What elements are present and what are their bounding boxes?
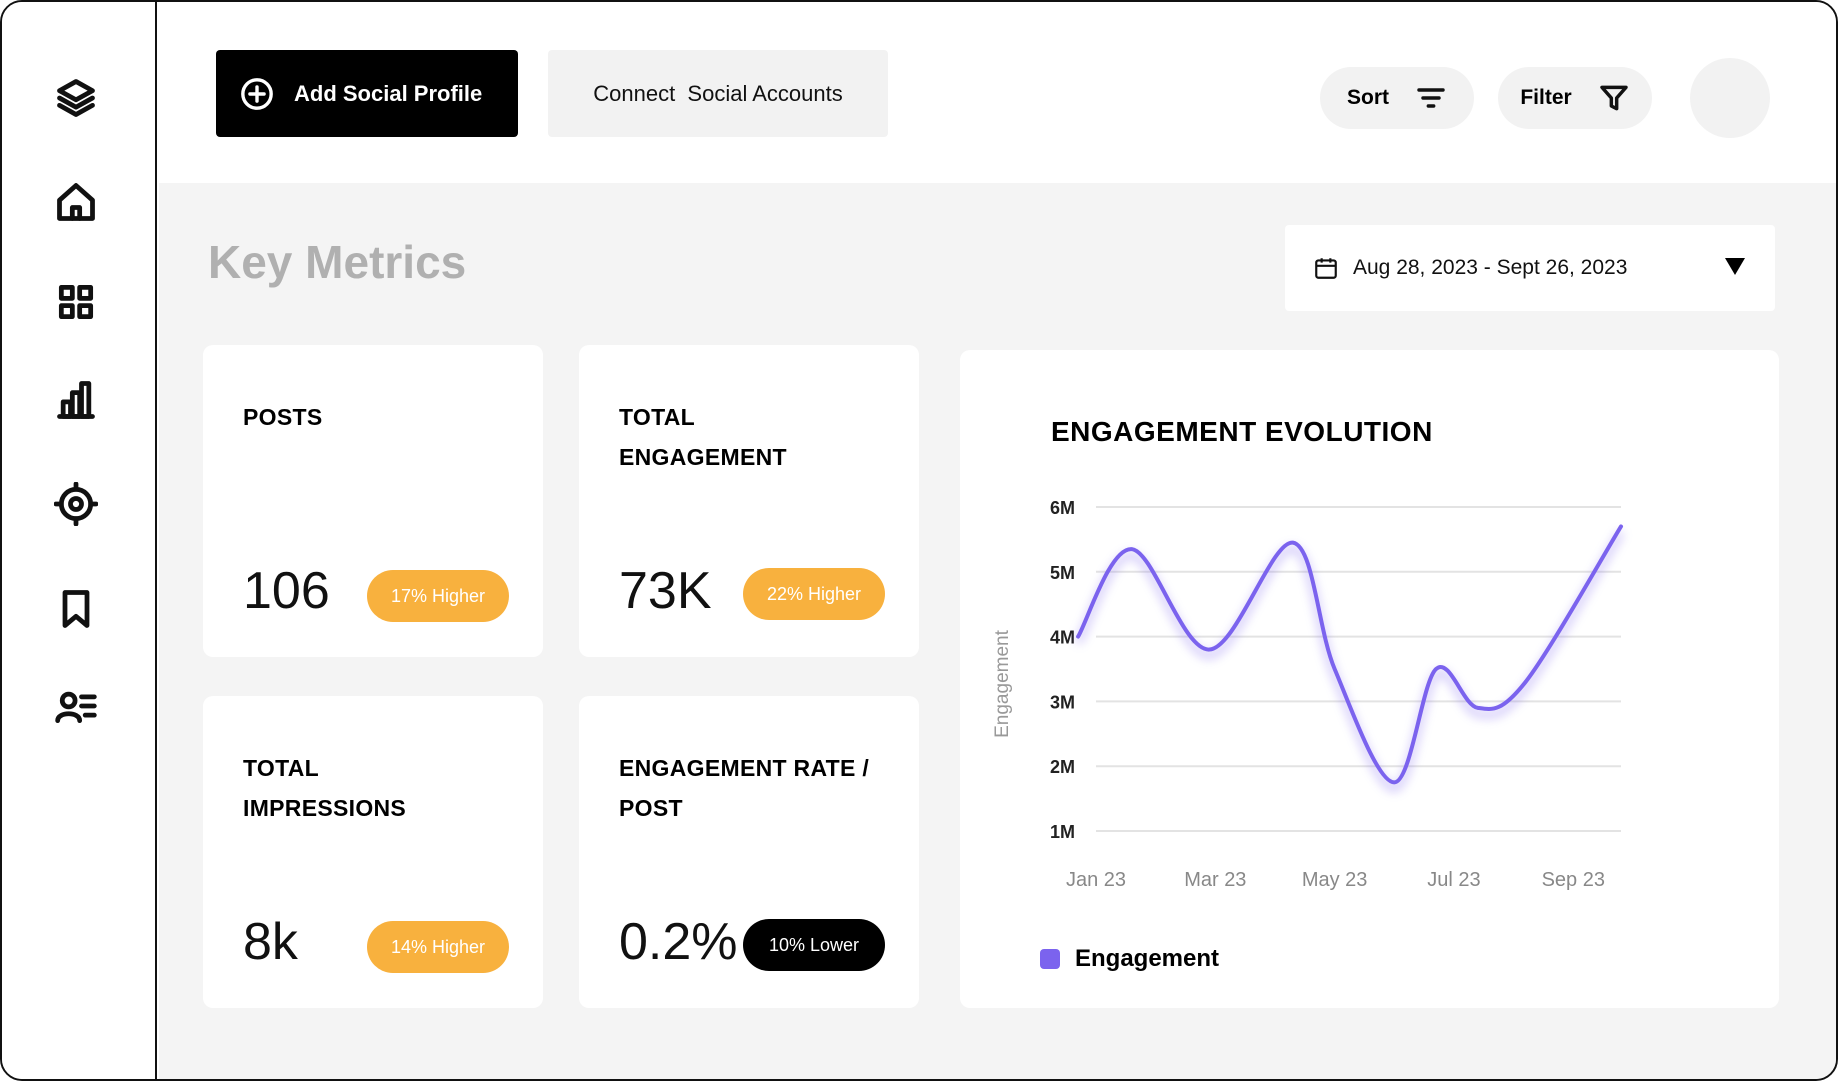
series-line-shadow bbox=[1075, 530, 1624, 792]
sort-label: Sort bbox=[1347, 86, 1389, 109]
calendar-icon bbox=[1313, 255, 1339, 281]
metric-card-posts: POSTS 106 17% Higher bbox=[203, 345, 543, 657]
chart-legend: Engagement bbox=[1040, 945, 1219, 973]
x-tick-label: Mar 23 bbox=[1184, 869, 1246, 891]
y-tick-label: 6M bbox=[1050, 498, 1075, 518]
y-tick-label: 2M bbox=[1050, 757, 1075, 777]
chart-title: ENGAGEMENT EVOLUTION bbox=[1051, 416, 1433, 447]
sort-icon bbox=[1417, 88, 1445, 108]
legend-swatch bbox=[1040, 949, 1060, 969]
page-title: Key Metrics bbox=[208, 236, 467, 288]
sort-button[interactable]: Sort bbox=[1320, 67, 1474, 129]
metric-card-total-engagement: TOTAL ENGAGEMENT 73K 22% Higher bbox=[579, 345, 919, 657]
connect-social-accounts-label: Connect Social Accounts bbox=[593, 80, 843, 106]
y-tick-label: 4M bbox=[1050, 628, 1075, 648]
metric-title: TOTAL IMPRESSIONS bbox=[243, 755, 407, 821]
y-tick-label: 5M bbox=[1050, 563, 1075, 583]
metric-value: 73K bbox=[619, 562, 712, 620]
date-range-text: Aug 28, 2023 - Sept 26, 2023 bbox=[1353, 256, 1628, 279]
y-tick-label: 3M bbox=[1050, 692, 1075, 712]
x-tick-label: Jan 23 bbox=[1066, 869, 1126, 891]
top-bar: Add Social Profile Connect Social Accoun… bbox=[159, 2, 1836, 183]
legend-label: Engagement bbox=[1075, 945, 1220, 972]
y-tick-label: 1M bbox=[1050, 822, 1075, 842]
x-tick-label: Sep 23 bbox=[1542, 869, 1605, 891]
metric-title: TOTAL ENGAGEMENT bbox=[619, 404, 787, 470]
metric-value: 106 bbox=[243, 562, 330, 620]
metric-card-engagement-rate: ENGAGEMENT RATE / POST 0.2% 10% Lower bbox=[579, 696, 919, 1008]
status-badge: 10% Lower bbox=[743, 919, 885, 971]
dashboard-grid-icon[interactable] bbox=[52, 278, 100, 326]
filter-icon bbox=[1599, 85, 1628, 111]
date-range-picker[interactable]: Aug 28, 2023 - Sept 26, 2023 bbox=[1285, 225, 1775, 311]
status-badge: 14% Higher bbox=[367, 921, 509, 973]
main-content: Key Metrics Aug 28, 2023 - Sept 26, 2023… bbox=[159, 183, 1836, 1079]
status-badge: 17% Higher bbox=[367, 570, 509, 622]
bookmark-icon[interactable] bbox=[52, 585, 100, 633]
engagement-chart-card: ENGAGEMENT EVOLUTION 1M 2M 3M 4M 5M 6M Jan 23 M… bbox=[960, 350, 1779, 1008]
connect-social-accounts-button[interactable]: Connect Social Accounts bbox=[548, 50, 888, 137]
plus-circle-icon bbox=[240, 77, 274, 111]
filter-button[interactable]: Filter bbox=[1498, 67, 1652, 129]
add-social-profile-button[interactable]: Add Social Profile bbox=[216, 50, 518, 137]
x-tick-label: Jul 23 bbox=[1427, 869, 1480, 891]
engagement-chart: 1M 2M 3M 4M 5M 6M Jan 23 Mar 23 May 23 Jul 23 Sep … bbox=[992, 498, 1624, 891]
home-icon[interactable] bbox=[52, 178, 100, 226]
layers-icon[interactable] bbox=[52, 74, 100, 122]
status-badge: 22% Higher bbox=[743, 568, 885, 620]
y-axis-label: Engagement bbox=[992, 629, 1013, 737]
bar-chart-icon[interactable] bbox=[52, 376, 100, 424]
metric-title: POSTS bbox=[243, 404, 323, 430]
metric-value: 8k bbox=[243, 913, 298, 971]
metric-value: 0.2% bbox=[619, 913, 738, 971]
sidebar bbox=[2, 2, 157, 1079]
caret-down-icon bbox=[1725, 258, 1745, 275]
add-social-profile-label: Add Social Profile bbox=[294, 80, 483, 106]
avatar[interactable] bbox=[1690, 58, 1770, 138]
metric-card-total-impressions: TOTAL IMPRESSIONS 8k 14% Higher bbox=[203, 696, 543, 1008]
filter-label: Filter bbox=[1520, 86, 1572, 109]
metric-title: ENGAGEMENT RATE / POST bbox=[619, 755, 870, 821]
series-line-engagement bbox=[1076, 524, 1623, 785]
user-list-icon[interactable] bbox=[52, 682, 100, 730]
target-icon[interactable] bbox=[52, 480, 100, 528]
x-tick-label: May 23 bbox=[1302, 869, 1368, 891]
